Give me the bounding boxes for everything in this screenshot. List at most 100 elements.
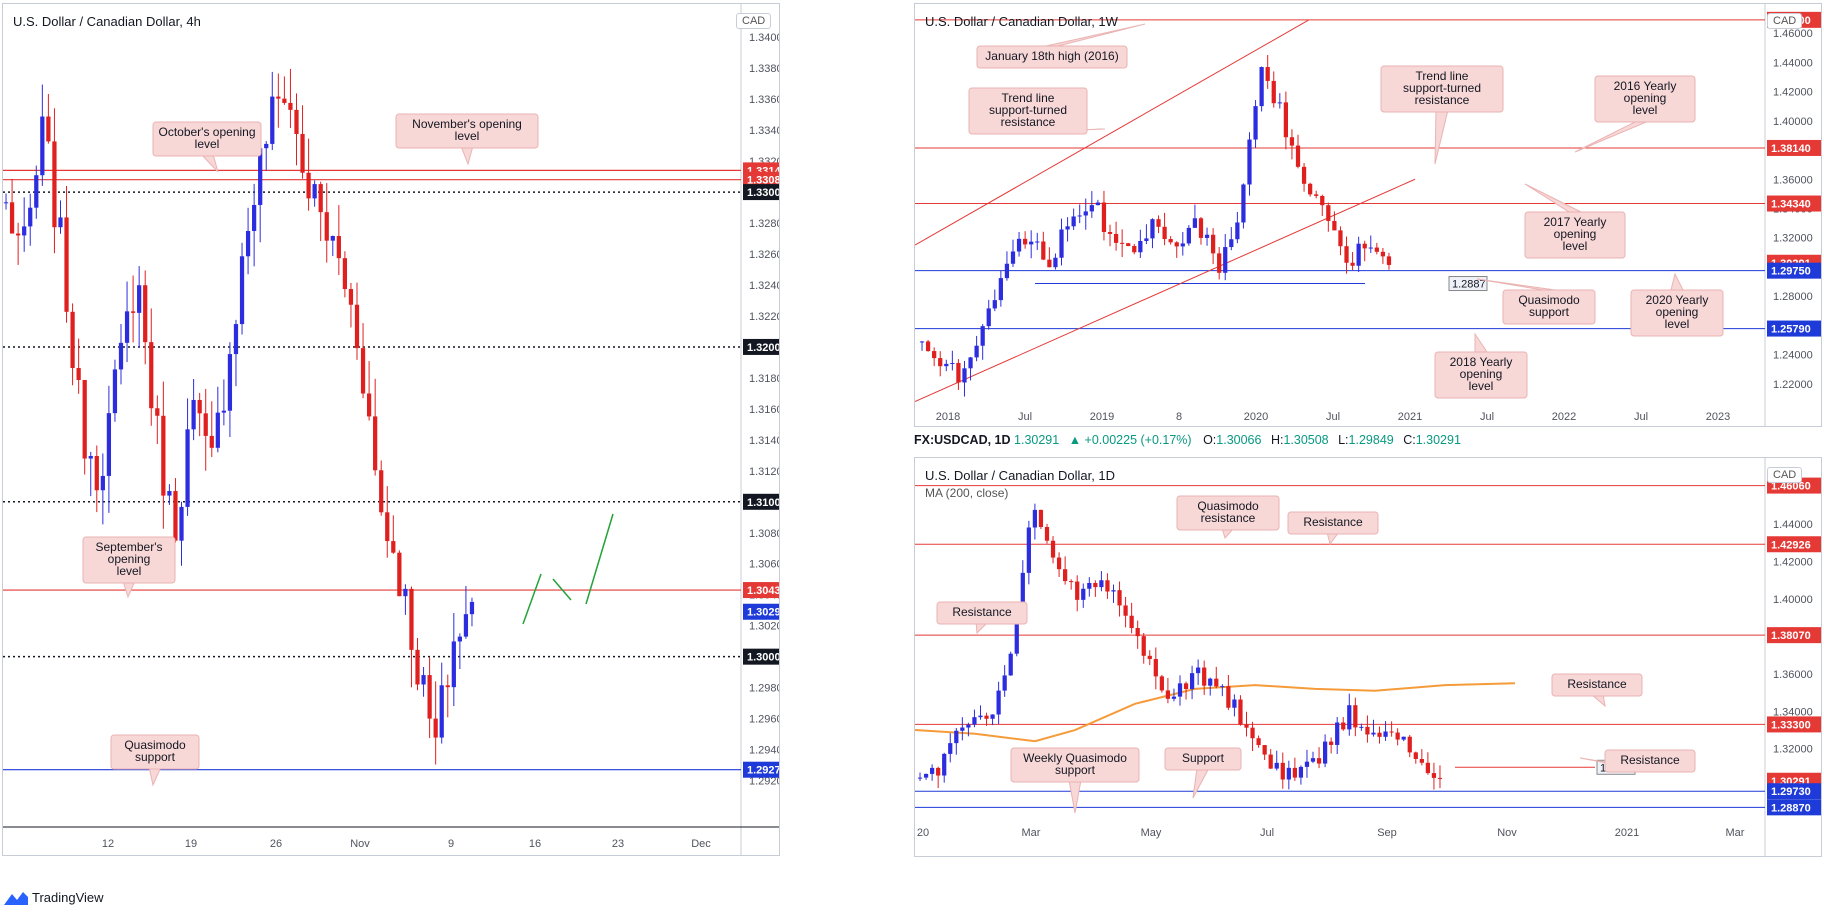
- candle-body: [149, 342, 154, 409]
- y-tick-label: 1.22000: [1773, 379, 1813, 391]
- annotation-text: Resistance: [1567, 677, 1627, 691]
- candle-body: [1329, 741, 1334, 745]
- trend-line-upper: [915, 19, 1310, 246]
- candle-body: [16, 233, 21, 236]
- price-tag-label: 1.29730: [1771, 786, 1811, 798]
- candle-body: [46, 116, 51, 142]
- candle-body: [1180, 243, 1185, 247]
- candle-body: [1389, 731, 1394, 733]
- candle-body: [1368, 247, 1373, 249]
- price-tag-label: 1.28870: [1771, 802, 1811, 814]
- candle-body: [1129, 615, 1134, 628]
- candle-body: [451, 641, 456, 688]
- tradingview-logo[interactable]: TradingView: [4, 890, 104, 905]
- candle-body: [1235, 222, 1240, 240]
- candle-body: [1332, 220, 1337, 231]
- candle-body: [124, 311, 130, 343]
- y-tick-label: 1.46000: [1773, 28, 1813, 40]
- y-tick-label: 1.31400: [749, 435, 780, 447]
- annotation-pointer: [1434, 109, 1449, 165]
- candle-body: [986, 308, 991, 327]
- chart-daily-svg[interactable]: 1.460001.440001.420001.400001.380001.360…: [915, 458, 1822, 857]
- candle-body: [1241, 184, 1246, 223]
- y-tick-label: 1.33400: [749, 125, 780, 137]
- annotation-text: Resistance: [1303, 515, 1363, 529]
- low-value: 1.29849: [1348, 433, 1394, 447]
- candle-body: [978, 715, 983, 718]
- currency-label: CAD: [1767, 467, 1803, 483]
- x-tick-label: Mar: [1022, 827, 1041, 839]
- y-tick-label: 1.34000: [1773, 706, 1813, 718]
- annotation-text: November's opening: [412, 117, 522, 131]
- y-tick-label: 1.32000: [1773, 233, 1813, 245]
- candle-body: [1041, 241, 1046, 260]
- chart-panel-daily[interactable]: 1.460001.440001.420001.400001.380001.360…: [914, 457, 1822, 857]
- price-tag: [1767, 139, 1821, 156]
- candle-body: [998, 278, 1003, 301]
- candle-body: [227, 354, 233, 411]
- candle-body: [929, 767, 935, 774]
- annotation-text: resistance: [1415, 93, 1470, 107]
- candle-body: [1168, 239, 1173, 243]
- candle-body: [22, 226, 27, 236]
- candle-body: [996, 690, 1001, 715]
- annotation-box: [1434, 351, 1528, 399]
- candle-body: [1214, 678, 1219, 687]
- annotation-pointer: [1192, 767, 1210, 799]
- candle-body: [1123, 605, 1128, 616]
- candle-body: [1283, 102, 1289, 138]
- candle-body: [1111, 590, 1116, 592]
- candle-body: [1159, 676, 1164, 691]
- candle-body: [1395, 732, 1400, 740]
- candle-body: [1105, 580, 1110, 592]
- y-tick-label: 1.30800: [749, 528, 780, 540]
- annotation-pointer: [460, 145, 474, 166]
- x-tick-label: 8: [1176, 411, 1182, 423]
- annotation-pointer: [199, 153, 219, 173]
- candle-body: [457, 636, 462, 642]
- candle-body: [1298, 766, 1304, 778]
- x-tick-label: Jul: [1018, 411, 1032, 423]
- y-tick-label: 1.36000: [1773, 174, 1813, 186]
- price-tag: [1767, 716, 1821, 733]
- candle-body: [64, 217, 69, 312]
- candle-body: [415, 649, 420, 685]
- candle-body: [1016, 238, 1022, 252]
- annotation-text: opening: [108, 552, 151, 566]
- annotation-text: opening: [1460, 367, 1503, 381]
- candle-body: [954, 730, 959, 744]
- annotation-pointer: [1474, 332, 1488, 353]
- candle-body: [1341, 722, 1346, 730]
- y-tick-label: 1.33600: [749, 94, 780, 106]
- price-tag-label: 1.33000: [747, 187, 780, 199]
- candle-body: [960, 727, 965, 731]
- annotation-box: [976, 45, 1128, 69]
- candle-body: [1326, 205, 1331, 221]
- candle-body: [1165, 690, 1171, 699]
- candle-body: [1171, 696, 1177, 699]
- chart-4h-svg[interactable]: 1.340001.338001.336001.334001.332001.330…: [3, 4, 780, 856]
- candle-body: [1101, 202, 1107, 233]
- x-tick-label: 20: [917, 827, 929, 839]
- x-tick-label: Sep: [1377, 827, 1397, 839]
- price-tag: [743, 603, 779, 620]
- x-tick-label: 19: [185, 838, 197, 850]
- candle-body: [1356, 243, 1361, 266]
- candle-body: [1050, 540, 1056, 558]
- projection-arrow-down: [552, 578, 572, 601]
- candle-body: [1274, 762, 1279, 769]
- annotation-text: Support: [1182, 751, 1225, 765]
- annotation-text: Quasimodo: [124, 738, 186, 752]
- candle-body: [167, 491, 172, 496]
- candle-body: [1047, 259, 1052, 268]
- chart-panel-4h[interactable]: 1.340001.338001.336001.334001.332001.330…: [2, 3, 780, 856]
- annotation-text: resistance: [1201, 511, 1256, 525]
- candle-body: [379, 470, 384, 513]
- chart-weekly-svg[interactable]: 1.460001.440001.420001.400001.380001.360…: [915, 4, 1822, 427]
- chart-panel-weekly[interactable]: 1.460001.440001.420001.400001.380001.360…: [914, 3, 1822, 427]
- symbol-name: FX:USDCAD, 1D: [914, 433, 1011, 447]
- x-tick-label: 2018: [936, 411, 960, 423]
- low-label: L:: [1338, 433, 1349, 447]
- candle-body: [233, 324, 239, 355]
- x-tick-label: Nov: [350, 838, 370, 850]
